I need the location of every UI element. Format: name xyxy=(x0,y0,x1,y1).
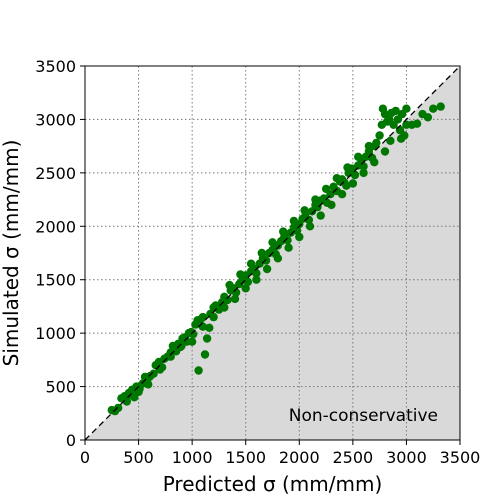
y-tick-label: 1500 xyxy=(35,271,76,290)
data-point xyxy=(327,200,336,210)
data-point xyxy=(350,170,360,180)
data-point xyxy=(304,215,314,225)
y-equals-x-line xyxy=(84,65,461,441)
data-point xyxy=(241,284,250,293)
data-point xyxy=(155,365,165,374)
data-point xyxy=(189,330,198,339)
data-point xyxy=(283,236,292,245)
data-point xyxy=(177,341,186,351)
data-point xyxy=(359,168,368,178)
y-tick-label: 1000 xyxy=(35,324,76,343)
data-point xyxy=(311,195,320,204)
data-point xyxy=(144,380,153,389)
data-point xyxy=(396,134,406,143)
data-point xyxy=(198,322,208,331)
data-point xyxy=(230,294,240,304)
data-point xyxy=(332,174,341,183)
y-axis-ticks: 0 500 1000 1500 2000 2500 3000 3500 xyxy=(35,57,85,450)
data-point xyxy=(305,222,315,231)
data-point xyxy=(123,390,133,400)
data-point xyxy=(134,387,143,397)
data-point xyxy=(231,288,241,297)
x-axis-ticks: 0 500 1000 1500 2000 2500 3000 3500 xyxy=(80,440,480,467)
data-point xyxy=(292,226,302,235)
data-point xyxy=(321,184,331,194)
data-point xyxy=(337,190,347,199)
data-point xyxy=(257,248,266,258)
x-tick-label: 3000 xyxy=(386,448,427,467)
data-point xyxy=(262,264,272,274)
data-point xyxy=(122,397,131,406)
y-axis-label: Simulated σ (mm/mm) xyxy=(0,140,23,367)
data-point xyxy=(273,254,283,263)
data-point xyxy=(342,181,351,190)
data-point xyxy=(236,270,245,279)
x-tick-label: 0 xyxy=(80,448,90,467)
data-point xyxy=(343,163,352,172)
data-point xyxy=(252,269,261,278)
x-tick-label: 2500 xyxy=(332,448,373,467)
y-tick-label: 2500 xyxy=(35,164,76,183)
data-point xyxy=(429,104,438,113)
data-point xyxy=(145,372,154,382)
data-point xyxy=(202,334,212,343)
data-point xyxy=(313,202,322,212)
data-point xyxy=(209,312,218,322)
data-point xyxy=(252,275,261,284)
data-point xyxy=(205,323,214,332)
data-point xyxy=(386,136,395,145)
y-tick-label: 500 xyxy=(45,378,76,397)
data-point xyxy=(268,238,277,247)
data-point xyxy=(423,113,433,122)
data-point xyxy=(372,138,381,148)
y-tick-label: 2000 xyxy=(35,217,76,236)
data-point xyxy=(354,152,363,161)
data-point xyxy=(436,102,445,111)
data-point xyxy=(225,280,234,290)
x-tick-label: 1500 xyxy=(225,448,266,467)
data-point xyxy=(166,352,175,361)
data-point xyxy=(295,232,304,242)
data-point xyxy=(375,131,384,140)
data-point xyxy=(348,179,358,188)
non-conservative-annotation: Non-conservative xyxy=(289,406,438,426)
data-point xyxy=(261,256,271,265)
data-point xyxy=(316,211,325,220)
data-point xyxy=(289,216,299,226)
data-point xyxy=(246,259,256,268)
data-point xyxy=(391,106,400,116)
data-point xyxy=(370,158,379,167)
data-point xyxy=(187,337,197,346)
data-point xyxy=(198,312,208,322)
x-tick-label: 2000 xyxy=(279,448,320,467)
data-point xyxy=(402,104,411,113)
x-tick-label: 1000 xyxy=(172,448,213,467)
x-tick-label: 500 xyxy=(123,448,154,467)
data-point xyxy=(284,243,293,252)
data-point xyxy=(380,147,390,156)
data-point xyxy=(220,303,229,312)
y-tick-label: 0 xyxy=(66,431,76,450)
x-tick-label: 3500 xyxy=(440,448,481,467)
data-point xyxy=(279,227,288,236)
data-point xyxy=(200,350,210,359)
data-point xyxy=(300,206,309,215)
data-point xyxy=(223,295,232,305)
plot-frame xyxy=(84,65,461,441)
data-point xyxy=(364,141,374,151)
y-tick-label: 3500 xyxy=(35,57,76,76)
data-point xyxy=(114,403,123,413)
x-axis-label: Predicted σ (mm/mm) xyxy=(163,472,383,496)
y-tick-label: 3000 xyxy=(35,110,76,129)
data-point xyxy=(194,366,203,375)
data-point xyxy=(412,119,422,128)
data-point xyxy=(243,277,253,287)
